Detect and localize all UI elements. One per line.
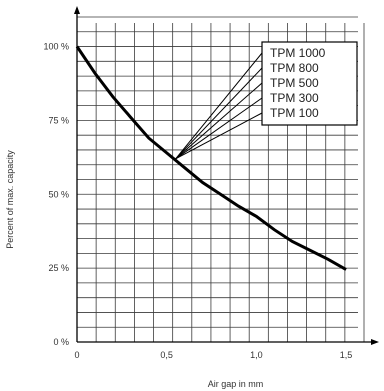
x-tick-label: 1,0 bbox=[250, 350, 263, 360]
y-tick-label: 100 % bbox=[43, 42, 69, 52]
y-tick-label: 50 % bbox=[48, 189, 69, 199]
legend-leader-line bbox=[175, 97, 263, 160]
y-tick-label: 25 % bbox=[48, 263, 69, 273]
x-axis-title: Air gap in mm bbox=[208, 379, 264, 389]
tick-labels: 0 0,5 1,0 1,5 0 % 25 % 50 % 75 % 100 % bbox=[43, 42, 352, 360]
legend-entry: TPM 800 bbox=[270, 61, 319, 75]
y-axis-title: Percent of max. capacity bbox=[5, 150, 15, 249]
x-tick-label: 1,5 bbox=[340, 350, 353, 360]
series bbox=[75, 45, 347, 271]
legend-leader-line bbox=[175, 67, 263, 160]
legend-entry: TPM 300 bbox=[270, 91, 319, 105]
legend-box bbox=[261, 41, 358, 126]
x-tick-label: 0 bbox=[74, 350, 79, 360]
y-tick-label: 0 % bbox=[53, 337, 69, 347]
y-tick-label: 75 % bbox=[48, 115, 69, 125]
legend-leader-line bbox=[175, 52, 263, 160]
x-tick-label: 0,5 bbox=[160, 350, 173, 360]
legend-leader-line bbox=[175, 82, 263, 160]
axes bbox=[74, 6, 379, 345]
y-axis-arrow bbox=[74, 6, 80, 14]
legend-entry: TPM 500 bbox=[270, 76, 319, 90]
legend-entry: TPM 100 bbox=[270, 106, 319, 120]
legend-entry: TPM 1000 bbox=[270, 46, 326, 60]
series-line bbox=[75, 45, 347, 271]
legend-leader-line bbox=[175, 112, 263, 160]
x-axis-arrow bbox=[371, 339, 379, 345]
